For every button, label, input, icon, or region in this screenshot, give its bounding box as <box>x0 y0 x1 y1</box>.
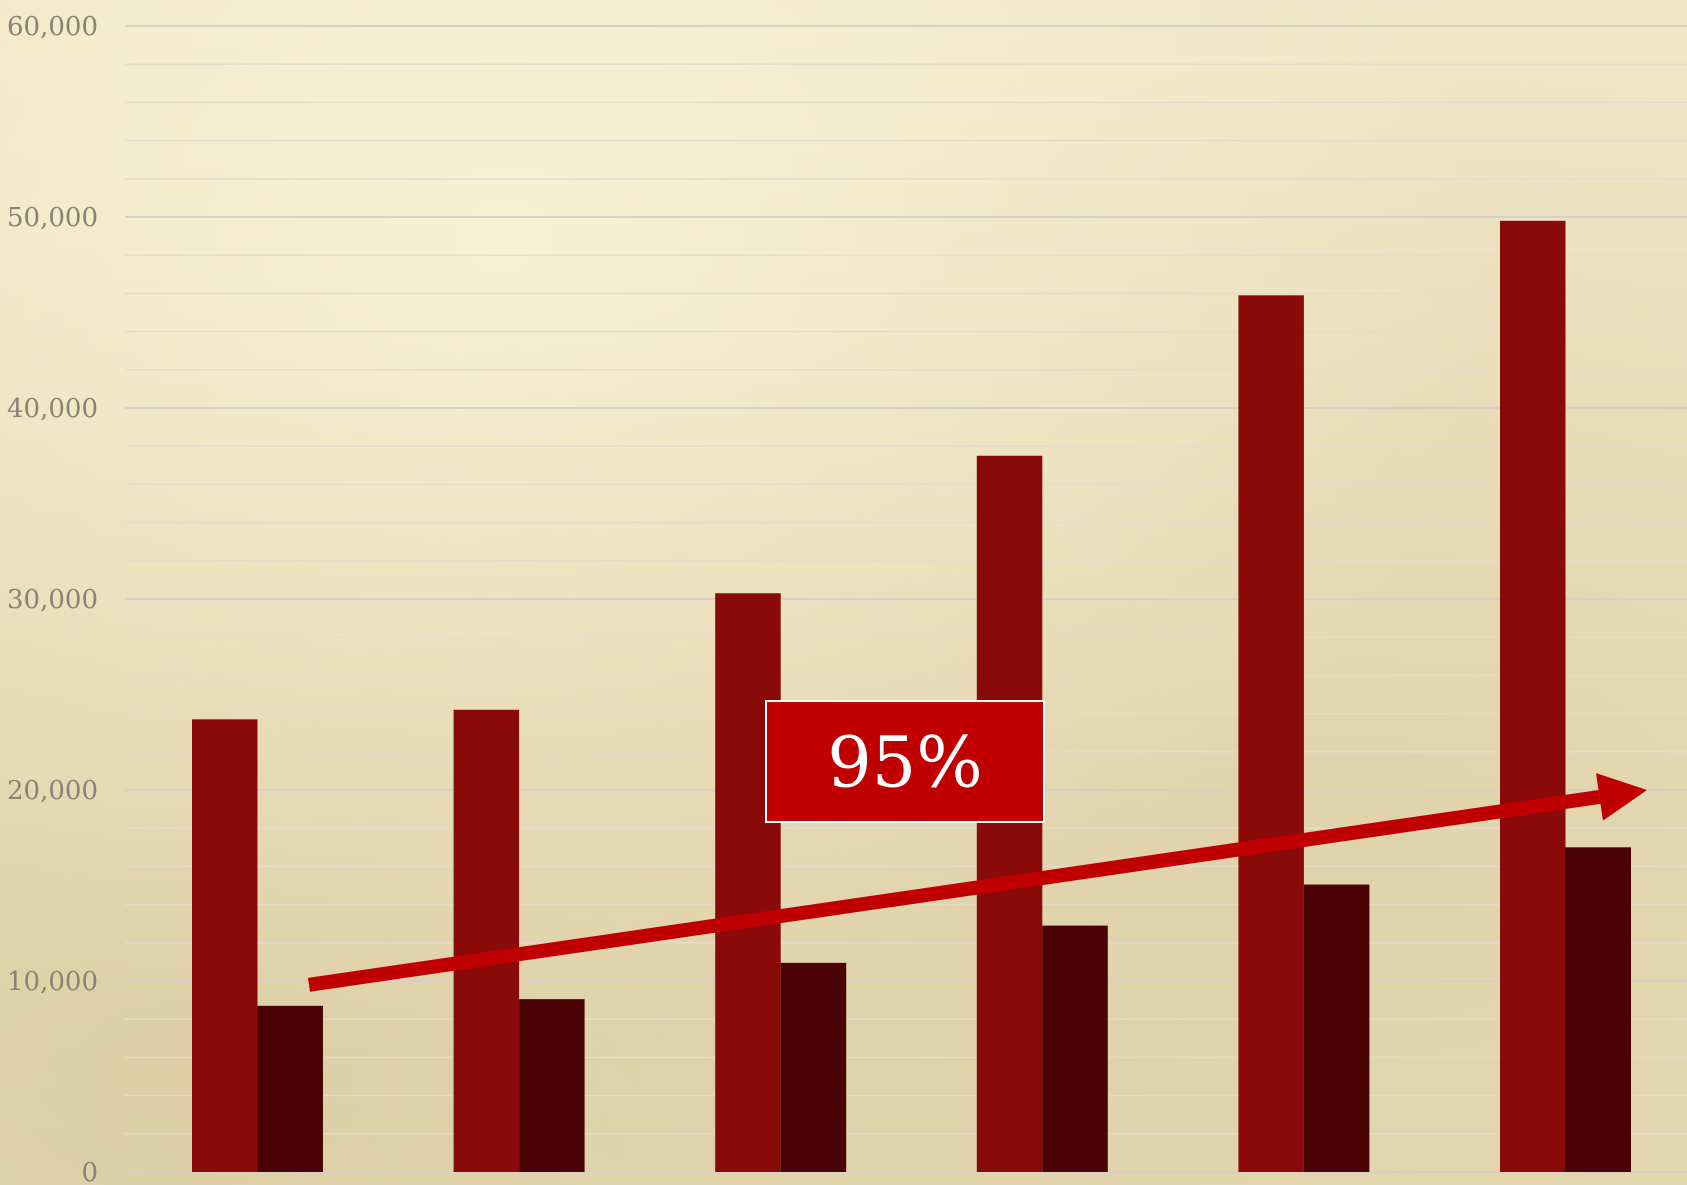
y-tick-label: 40,000 <box>7 394 98 424</box>
y-tick-label: 0 <box>81 1158 98 1185</box>
bar-series-1-cat-6 <box>1500 220 1566 1172</box>
bar-series-2-cat-3 <box>780 962 847 1172</box>
bar-series-1-cat-2 <box>453 709 520 1172</box>
trend-arrow <box>307 773 1647 992</box>
trend-arrow-shaft <box>307 789 1601 992</box>
bar-series-2-cat-2 <box>519 999 585 1172</box>
y-tick-label: 20,000 <box>7 776 98 806</box>
gridlines <box>125 25 1687 1173</box>
bar-series-2-cat-1 <box>257 1005 323 1172</box>
bar-series-1-cat-1 <box>192 719 258 1172</box>
percent-callout: 95% <box>765 700 1045 823</box>
bar-series-1-cat-5 <box>1238 295 1304 1172</box>
bar-series-2-cat-5 <box>1303 884 1370 1172</box>
callout-percent-label: 95% <box>827 722 983 804</box>
bars <box>192 220 1631 1172</box>
bar-series-1-cat-3 <box>715 593 781 1172</box>
y-tick-label: 50,000 <box>7 203 98 233</box>
trend-arrow-head <box>1596 773 1647 821</box>
bar-series-2-cat-6 <box>1565 847 1631 1172</box>
y-axis-tick-labels: 0 10,000 20,000 30,000 40,000 50,000 60,000 <box>7 12 98 1185</box>
bar-series-2-cat-4 <box>1042 925 1108 1172</box>
y-tick-label: 60,000 <box>7 12 98 42</box>
callout-box <box>765 700 1045 823</box>
y-tick-label: 30,000 <box>7 585 98 615</box>
y-tick-label: 10,000 <box>7 967 98 997</box>
